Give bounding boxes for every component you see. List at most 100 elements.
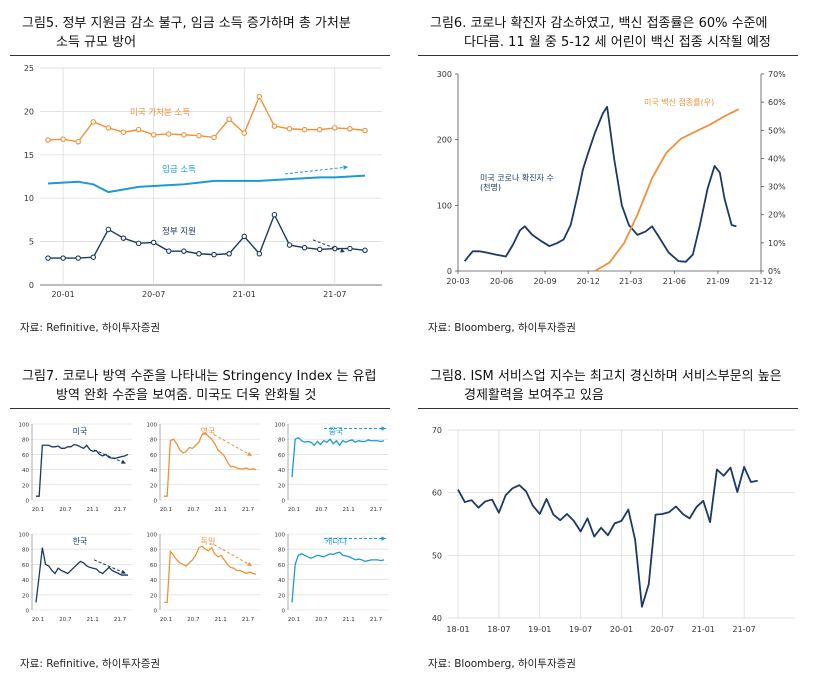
fig8-ytick: 50 <box>432 551 442 560</box>
fig5-point-0 <box>301 126 308 133</box>
fig5-ytick: 5 <box>29 238 34 247</box>
fig6-title-line1: 그림6. 코로나 확진자 감소하였고, 백신 접종률은 60% 수준에 <box>430 16 768 31</box>
fig5-label-disposable: 미국 가처분 소득 <box>130 108 190 118</box>
fig7-xtick: 21.1 <box>343 507 355 513</box>
fig5-ytick: 0 <box>29 281 34 290</box>
fig5-point-0 <box>226 116 232 122</box>
fig5-point-2 <box>120 235 127 241</box>
fig5-point-2 <box>271 211 278 218</box>
fig7-arrow-1 <box>213 434 253 457</box>
fig8-ytick: 60 <box>432 489 442 498</box>
fig6-vaccine-line <box>594 108 740 272</box>
fig7-arrow-0-head <box>121 459 126 464</box>
fig5-point-2 <box>45 255 51 261</box>
fig7-ytick: 60 <box>150 563 157 569</box>
fig8-xtick: 19-01 <box>528 625 551 634</box>
fig5-point-2 <box>362 247 368 254</box>
fig7-title: 그림7. 코로나 방역 수준을 나타내는 Stringency Index 는 … <box>22 367 376 405</box>
fig5-xtick: 21-01 <box>233 290 256 299</box>
fig8-ytick: 70 <box>432 426 442 435</box>
fig7-ytick: 20 <box>278 593 285 599</box>
fig7-ytick: 40 <box>22 578 29 584</box>
fig7-xtick: 21.1 <box>87 617 99 623</box>
fig7-line-0 <box>36 443 129 497</box>
fig5-point-0 <box>316 126 323 133</box>
fig5-point-2 <box>166 248 172 254</box>
fig8-xtick: 21-07 <box>733 625 756 634</box>
fig7-ytick: 100 <box>147 423 158 429</box>
fig5-title-line2: 소득 규모 방어 <box>56 35 137 50</box>
fig8-xtick: 20-07 <box>651 625 674 634</box>
fig8-xtick: 21-01 <box>692 625 715 634</box>
fig7-ytick: 40 <box>278 578 285 584</box>
fig5-point-2 <box>347 245 353 252</box>
fig5-ytick: 25 <box>24 64 34 73</box>
fig5-point-0 <box>241 130 247 136</box>
fig5-point-2 <box>135 240 142 247</box>
fig7-line-1 <box>164 432 257 497</box>
fig7-line-2 <box>291 436 385 478</box>
fig7-title-rule <box>10 408 390 409</box>
fig7-ytick: 40 <box>150 468 157 474</box>
fig5-point-0 <box>105 125 112 131</box>
fig7-xtick: 20.1 <box>288 507 300 513</box>
fig7-xtick: 21.7 <box>114 617 127 623</box>
fig6-vaccine-label: 미국 백신 접종률(우) <box>644 97 714 107</box>
fig5-point-0 <box>181 132 187 138</box>
fig7-ytick: 80 <box>150 438 157 444</box>
fig6-cases-unit: (천명) <box>480 182 501 192</box>
fig5-point-2 <box>90 254 97 260</box>
fig5-point-0 <box>362 127 368 134</box>
fig7-ytick: 80 <box>278 548 285 554</box>
fig5-xtick: 20-01 <box>51 290 74 299</box>
fig7-title-line2: 방역 완화 수준을 보여줌. 미국도 더욱 완화될 것 <box>56 388 317 403</box>
fig5-point-0 <box>120 129 127 135</box>
fig6-right-tick: 10% <box>768 239 786 248</box>
fig5-point-2 <box>181 248 187 254</box>
fig7-ytick: 100 <box>147 533 158 539</box>
fig7-ytick: 100 <box>19 423 30 429</box>
fig7-ytick: 60 <box>278 563 285 569</box>
fig7-xtick: 21.7 <box>370 617 383 623</box>
fig7-xtick: 20.1 <box>32 617 44 623</box>
fig5-ytick: 20 <box>24 107 34 116</box>
fig7-arrow-4-head <box>247 561 252 566</box>
fig5-ytick: 15 <box>24 151 34 160</box>
fig5-point-0 <box>135 126 142 133</box>
fig7-ytick: 60 <box>22 563 29 569</box>
fig7-title-line1: 그림7. 코로나 방역 수준을 나타내는 Stringency Index 는 … <box>22 369 377 384</box>
fig5-point-2 <box>226 251 232 257</box>
fig5-point-0 <box>347 126 353 132</box>
fig7-xtick: 20.7 <box>59 617 72 623</box>
fig5-point-2 <box>150 239 157 246</box>
fig5-point-2 <box>105 226 112 233</box>
fig5-point-2 <box>196 251 202 257</box>
fig5-point-0 <box>211 134 217 141</box>
fig6-right-tick: 60% <box>768 98 786 107</box>
fig5-arrow-wage-head <box>343 165 348 170</box>
fig5-title: 그림5. 정부 지원금 감소 불구, 임금 소득 증가하며 총 가처분 소득 규… <box>22 14 351 52</box>
fig7-arrow-2-head <box>381 426 386 431</box>
fig7-ytick: 80 <box>22 548 29 554</box>
fig7-ytick: 0 <box>282 609 286 615</box>
fig7-line-5 <box>291 551 385 603</box>
fig7-arrow-3 <box>93 559 127 574</box>
fig5-point-0 <box>45 137 51 143</box>
fig7-ytick: 0 <box>26 499 30 505</box>
fig8-xtick: 20-01 <box>610 625 633 634</box>
fig6-xtick: 20-03 <box>446 277 469 286</box>
fig7-ytick: 0 <box>154 499 158 505</box>
fig7-chart-grid: 0 20 40 60 80 100 20.1 20.7 21.1 21.7 미국 0 20 40 60 80 1… <box>19 423 388 623</box>
fig6-right-tick: 40% <box>768 154 786 163</box>
fig8-xtick: 19-07 <box>569 625 592 634</box>
fig5-series-line-2 <box>48 212 366 259</box>
fig5-arrow-wage <box>284 166 349 175</box>
fig8-source: 자료: Bloomberg, 하이투자증권 <box>428 658 576 670</box>
fig6-right-tick: 0% <box>768 267 781 276</box>
fig7-country-label: 캐나다 <box>325 537 348 546</box>
fig7-xtick: 20.7 <box>187 617 200 623</box>
fig5-point-0 <box>166 131 172 137</box>
fig7-xtick: 21.7 <box>242 507 255 513</box>
fig7-ytick: 60 <box>150 453 157 459</box>
fig5-point-2 <box>75 255 81 261</box>
